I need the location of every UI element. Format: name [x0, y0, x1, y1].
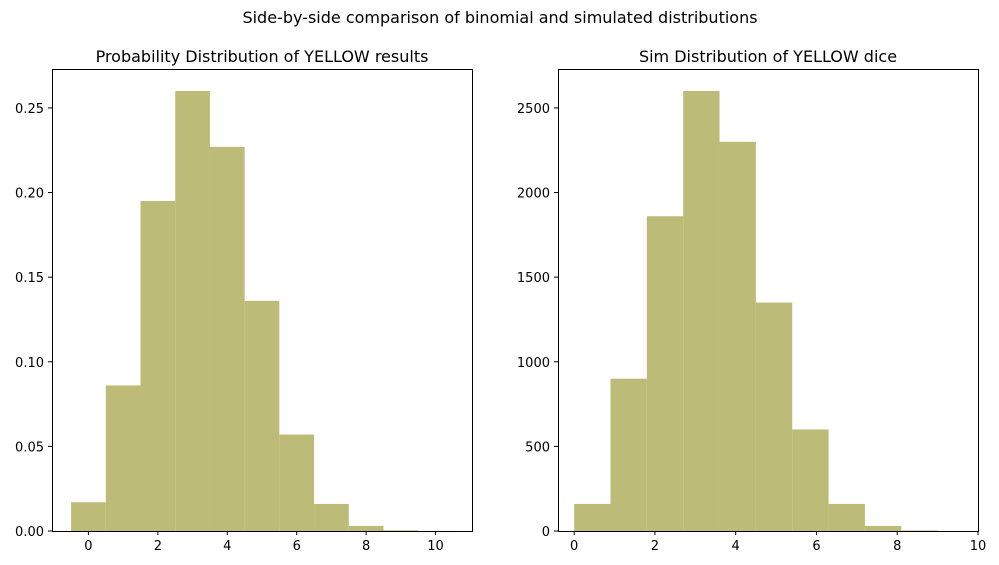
left-bar-8: [348, 525, 384, 531]
left-xtick-label: 10: [427, 539, 444, 554]
right-xtick-label: 4: [732, 539, 740, 554]
right-subplot-title: Sim Distribution of YELLOW dice: [639, 47, 897, 66]
left-bar-0: [71, 502, 106, 531]
left-bar-2: [140, 201, 176, 531]
left-ytick-label: 0.20: [15, 187, 44, 202]
left-bar-5: [244, 300, 280, 531]
right-ytick-label: 2000: [517, 187, 550, 202]
right-xtick-label: 10: [970, 539, 987, 554]
right-bar-3: [683, 91, 720, 531]
left-xtick-label: 6: [293, 539, 301, 554]
right-y-ticks: 0 500 1000 1500 2000 2500: [517, 102, 558, 540]
left-xtick-label: 4: [223, 539, 231, 554]
right-ytick-label: 1500: [517, 271, 550, 286]
right-bar-5: [755, 302, 793, 531]
right-xtick-label: 0: [570, 539, 578, 554]
left-bars-group: [71, 91, 453, 531]
left-xtick-label: 0: [84, 539, 92, 554]
left-ytick-label: 0.25: [15, 102, 44, 117]
figure-suptitle: Side-by-side comparison of binomial and …: [242, 8, 757, 27]
right-subplot: Sim Distribution of YELLOW dice 0 2 4 6 8 10 …: [517, 47, 986, 554]
left-bar-3: [175, 91, 210, 531]
right-axes-frame: [558, 69, 979, 532]
right-ytick-label: 2500: [517, 102, 550, 117]
right-xtick-label: 8: [893, 539, 901, 554]
right-x-ticks: 0 2 4 6 8 10: [570, 531, 986, 554]
left-bar-4: [209, 146, 245, 531]
left-subplot: Probability Distribution of YELLOW resul…: [15, 47, 473, 554]
right-ytick-label: 0: [542, 525, 550, 540]
right-bar-1: [610, 378, 647, 531]
left-bar-6: [279, 434, 315, 531]
left-subplot-title: Probability Distribution of YELLOW resul…: [96, 47, 429, 66]
left-y-ticks: 0.00 0.05 0.10 0.15 0.20 0.25: [15, 102, 52, 540]
left-ytick-label: 0.15: [15, 271, 44, 286]
right-bars-group: [574, 91, 938, 531]
right-xtick-label: 2: [651, 539, 659, 554]
left-xtick-label: 2: [154, 539, 162, 554]
right-ytick-label: 1000: [517, 356, 550, 371]
right-xtick-label: 6: [812, 539, 820, 554]
left-ytick-label: 0.10: [15, 356, 44, 371]
right-ytick-label: 500: [525, 440, 550, 455]
left-axes-frame: [52, 69, 473, 532]
left-ytick-label: 0.05: [15, 440, 44, 455]
left-x-ticks: 0 2 4 6 8 10: [84, 531, 444, 554]
right-bar-0: [574, 503, 611, 531]
left-xtick-label: 8: [362, 539, 370, 554]
right-bar-7: [828, 503, 865, 531]
right-bar-4: [719, 141, 756, 531]
right-bar-2: [646, 216, 684, 531]
left-bar-1: [105, 385, 141, 531]
right-bar-6: [792, 429, 829, 531]
right-bar-9: [901, 530, 938, 531]
left-bar-9: [383, 530, 419, 531]
left-ytick-label: 0.00: [15, 525, 44, 540]
left-bar-7: [314, 503, 349, 531]
right-bar-8: [864, 525, 902, 531]
